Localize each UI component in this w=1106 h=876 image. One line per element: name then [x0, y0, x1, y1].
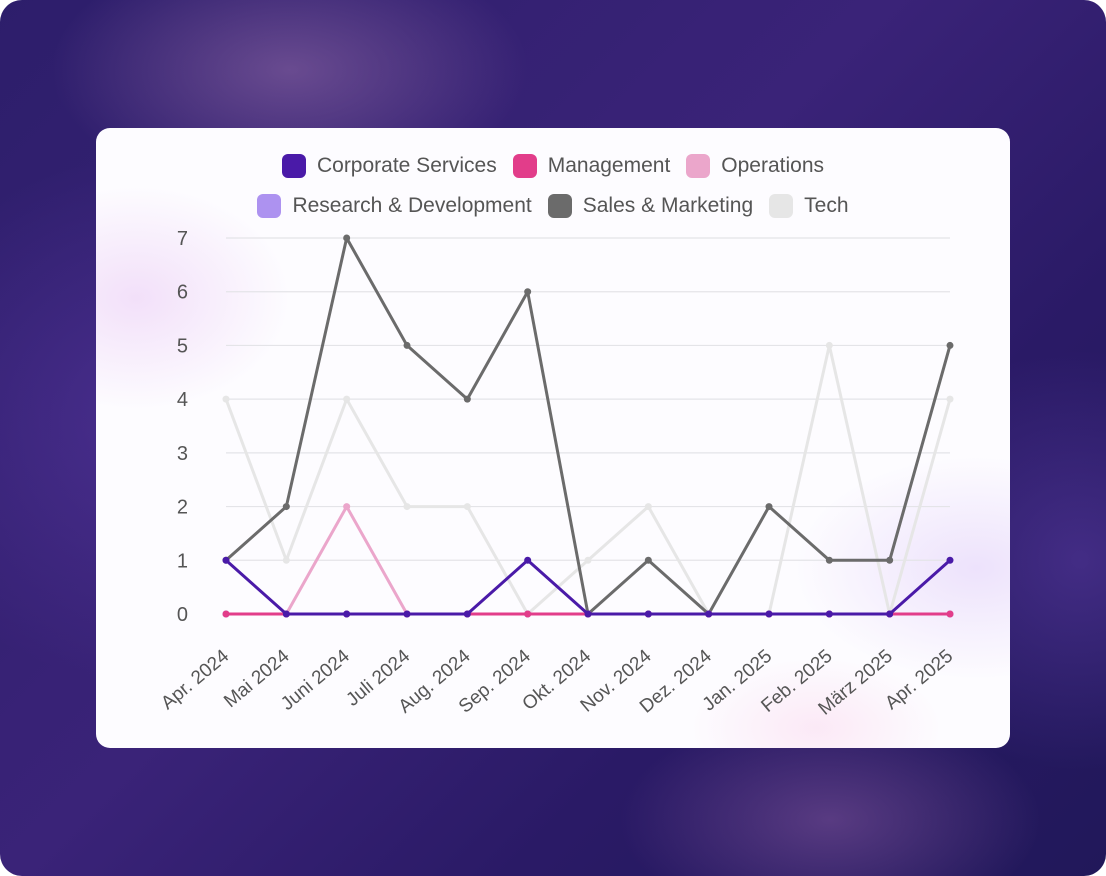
data-point — [222, 395, 230, 403]
data-point — [886, 556, 894, 564]
data-point — [343, 503, 351, 511]
legend-item-management[interactable]: Management — [512, 154, 671, 178]
data-point — [825, 556, 833, 564]
data-point — [282, 556, 290, 564]
data-point — [343, 610, 351, 618]
data-point — [222, 556, 230, 564]
legend-row-2: Research & Development Sales & Marketing… — [96, 186, 1010, 226]
data-point — [463, 503, 471, 511]
data-point — [463, 610, 471, 618]
legend-item-corporate-services[interactable]: Corporate Services — [281, 154, 497, 178]
legend-swatch — [281, 154, 306, 178]
legend-label: Tech — [804, 194, 849, 217]
x-tick-label: Juni 2024 — [277, 645, 354, 714]
data-point — [644, 503, 652, 511]
data-point — [946, 341, 954, 349]
data-point — [584, 556, 592, 564]
data-point — [946, 395, 954, 403]
x-tick-label: Apr. 2024 — [157, 645, 233, 714]
data-point — [222, 610, 230, 618]
legend-swatch — [547, 194, 572, 218]
data-point — [705, 610, 713, 618]
legend-item-operations[interactable]: Operations — [686, 154, 824, 178]
y-tick-label: 7 — [177, 228, 188, 250]
data-point — [644, 610, 652, 618]
data-point — [946, 610, 954, 618]
legend-label: Research & Development — [292, 194, 532, 217]
y-tick-label: 5 — [177, 335, 188, 357]
legend-row-1: Corporate Services Management Operations — [96, 146, 1010, 186]
data-point — [524, 556, 532, 564]
data-point — [946, 556, 954, 564]
legend-swatch — [257, 194, 282, 218]
y-tick-label: 2 — [177, 497, 188, 519]
data-point — [403, 503, 411, 511]
legend-label: Management — [547, 154, 671, 177]
data-point — [524, 610, 532, 618]
legend-label: Operations — [721, 154, 825, 177]
chart-card: Corporate Services Management Operations… — [96, 128, 1010, 748]
data-point — [524, 288, 532, 296]
x-tick-label: Apr. 2025 — [881, 646, 957, 714]
data-point — [463, 395, 471, 403]
legend-swatch — [686, 154, 711, 178]
legend-item-tech[interactable]: Tech — [769, 194, 849, 218]
data-point — [403, 341, 411, 349]
legend-item-research-development[interactable]: Research & Development — [257, 194, 532, 218]
data-point — [825, 341, 833, 349]
legend-item-sales-marketing[interactable]: Sales & Marketing — [547, 194, 754, 218]
data-point — [403, 610, 411, 618]
y-tick-label: 4 — [177, 389, 188, 411]
data-point — [765, 610, 773, 618]
y-tick-label: 1 — [177, 550, 188, 572]
chart-legend: Corporate Services Management Operations… — [96, 146, 1010, 226]
data-point — [282, 503, 290, 511]
legend-label: Sales & Marketing — [582, 194, 754, 217]
legend-swatch — [512, 154, 537, 178]
data-point — [765, 503, 773, 511]
y-tick-label: 0 — [177, 604, 188, 626]
data-point — [584, 610, 592, 618]
data-point — [343, 395, 351, 403]
y-tick-label: 3 — [177, 443, 188, 465]
data-point — [886, 610, 894, 618]
series-line — [224, 343, 952, 616]
y-tick-label: 6 — [177, 282, 188, 304]
data-point — [282, 610, 290, 618]
data-point — [644, 556, 652, 564]
legend-label: Corporate Services — [316, 154, 497, 177]
data-point — [343, 234, 351, 242]
legend-swatch — [769, 194, 794, 218]
data-point — [825, 610, 833, 618]
